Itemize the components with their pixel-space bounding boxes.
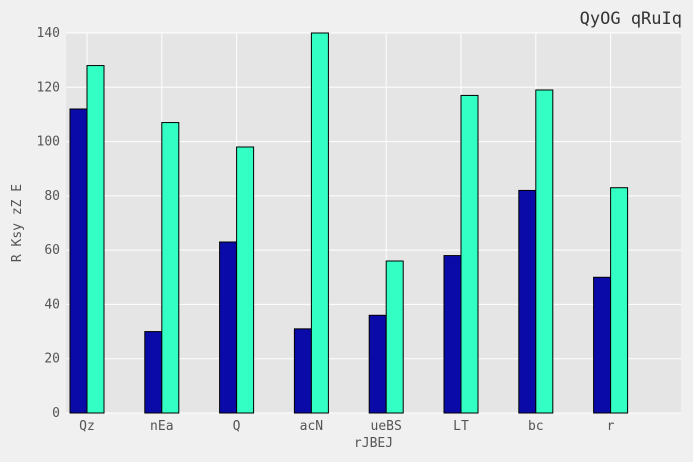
x-tick-label: bc [528,419,544,434]
bar-series-2-Q [236,146,255,414]
chart-title: QyOG qRuIq [580,9,682,29]
x-tick-label: r [607,419,615,434]
bar-series-2-Qz [86,65,105,414]
x-tick-label: LT [453,419,469,434]
x-axis-label: rJBEJ [354,436,393,451]
bar-series-1-Qz [69,108,88,414]
bars [69,32,629,414]
x-tick-label: acN [300,419,323,434]
y-tick-label: 80 [44,189,60,204]
x-tick-label: nEa [150,419,173,434]
bar-series-1-r [593,276,612,414]
bar-series-1-nEa [144,331,163,414]
y-tick-label: 60 [44,243,60,258]
x-tick-label: ueBS [371,419,402,434]
bar-series-1-ueBS [368,314,387,414]
y-tick-label: 100 [37,135,60,150]
x-tick-label: Q [233,419,241,434]
x-tick-label: Qz [79,419,95,434]
bar-series-1-bc [518,189,537,414]
y-tick-label: 0 [52,406,60,421]
y-tick-label: 20 [44,352,60,367]
y-tick-label: 120 [37,80,60,95]
y-tick-label: 140 [37,26,60,41]
y-axis-label: R Ksy zZ E [10,184,25,262]
bar-series-2-bc [535,89,554,414]
bar-series-2-nEa [161,122,180,414]
bar-series-1-LT [443,255,462,414]
bar-series-1-acN [293,328,312,414]
y-tick-label: 40 [44,297,60,312]
bar-series-1-Q [219,241,238,414]
bar-series-2-ueBS [385,260,404,414]
y-tick-labels: 0 20 40 60 80 100 120 140 [37,26,60,421]
bar-series-2-r [610,187,629,414]
bar-series-2-LT [460,94,479,414]
bar-series-2-acN [310,32,329,414]
